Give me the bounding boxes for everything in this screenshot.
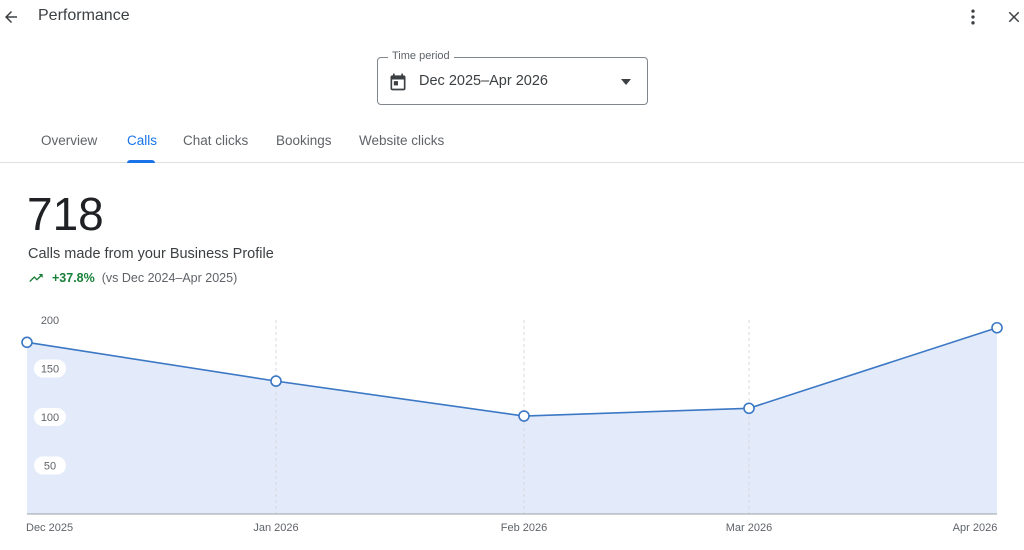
calls-chart-svg: 200 150 100 50 Dec 2025 Jan 2026 Feb 2026 Mar 2… <box>21 315 1003 534</box>
active-tab-indicator <box>127 160 155 163</box>
trending-up-icon <box>29 274 43 282</box>
tab-bookings[interactable]: Bookings <box>276 133 332 148</box>
calls-chart: 200 150 100 50 Dec 2025 Jan 2026 Feb 2026 Mar 2… <box>0 310 1024 550</box>
x-tick-label: Dec 2025 <box>26 522 73 534</box>
trend-comparison: (vs Dec 2024–Apr 2025) <box>101 271 238 285</box>
time-period-select[interactable]: Time period Dec 2025–Apr 2026 <box>377 50 648 105</box>
metric-description: Calls made from your Business Profile <box>28 246 274 262</box>
close-icon <box>1008 11 1020 23</box>
calendar-icon <box>390 73 406 91</box>
arrow-drop-down-icon <box>621 79 631 85</box>
back-button[interactable] <box>0 6 22 28</box>
more-vert-icon <box>971 9 975 25</box>
y-tick-label: 50 <box>44 461 56 473</box>
tab-calls[interactable]: Calls <box>127 133 158 148</box>
time-period-value: Dec 2025–Apr 2026 <box>419 73 548 89</box>
tab-website-clicks[interactable]: Website clicks <box>359 133 445 148</box>
trend-summary: +37.8% (vs Dec 2024–Apr 2025) <box>28 270 237 286</box>
x-tick-label: Jan 2026 <box>253 522 298 534</box>
more-options-button[interactable] <box>962 6 984 28</box>
arrow-back-icon <box>5 11 17 23</box>
tab-chat-clicks[interactable]: Chat clicks <box>183 133 249 148</box>
data-point <box>991 321 1003 334</box>
calls-total: 718 <box>27 188 104 240</box>
data-point <box>743 402 755 415</box>
data-point <box>21 336 33 349</box>
y-tick-pill <box>34 456 66 475</box>
x-tick-label: Feb 2026 <box>501 522 547 534</box>
y-tick-label: 100 <box>41 412 59 424</box>
x-tick-label: Apr 2026 <box>953 522 998 534</box>
tab-bar: Overview Calls Chat clicks Bookings Webs… <box>0 126 1024 163</box>
tab-overview[interactable]: Overview <box>41 133 98 148</box>
data-point <box>518 410 530 422</box>
y-tick-label: 200 <box>41 315 59 327</box>
data-point <box>270 375 282 387</box>
x-tick-label: Mar 2026 <box>726 522 772 534</box>
time-period-label: Time period <box>388 50 454 62</box>
y-tick-pill <box>34 408 66 426</box>
page-title: Performance <box>38 7 130 24</box>
top-bar: Performance <box>0 0 1024 36</box>
trend-percentage: +37.8% <box>52 271 95 285</box>
y-tick-label: 150 <box>41 364 59 376</box>
close-button[interactable] <box>1003 6 1024 28</box>
y-tick-pill <box>34 359 66 378</box>
chart-area <box>27 327 997 514</box>
